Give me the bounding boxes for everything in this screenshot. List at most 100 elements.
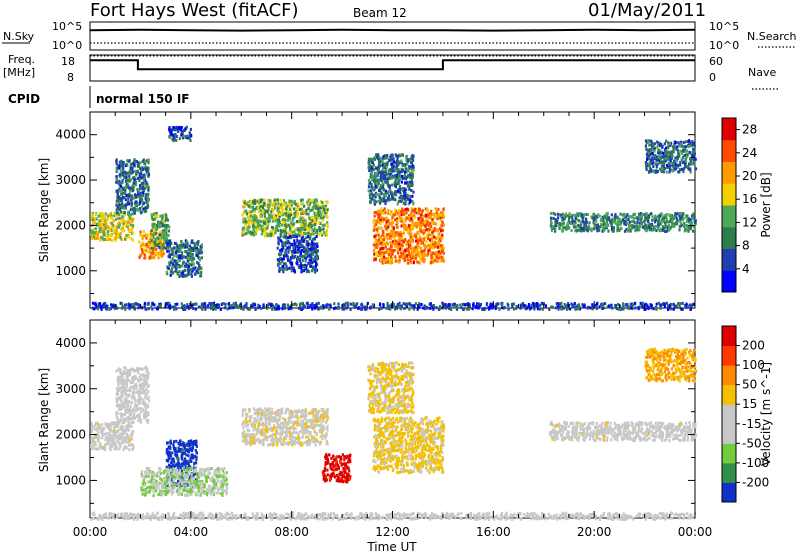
range-gate-cell xyxy=(423,248,426,252)
range-gate-cell xyxy=(309,226,312,230)
range-gate-cell xyxy=(259,200,262,204)
range-gate-cell xyxy=(296,249,300,253)
range-gate-cell xyxy=(389,307,392,311)
range-gate-cell xyxy=(169,242,172,246)
range-gate-cell xyxy=(412,306,415,310)
range-gate-cell xyxy=(262,219,265,223)
range-gate-cell xyxy=(124,188,127,192)
range-gate-cell xyxy=(671,223,674,227)
range-gate-cell xyxy=(384,224,387,228)
range-gate-cell xyxy=(326,215,329,219)
range-gate-cell xyxy=(333,302,336,306)
range-gate-cell xyxy=(650,222,654,226)
range-gate-cell xyxy=(190,263,193,267)
range-gate-cell xyxy=(407,261,410,265)
range-gate-cell xyxy=(658,141,661,145)
range-gate-cell xyxy=(371,161,374,164)
range-gate-cell xyxy=(316,232,319,236)
range-gate-cell xyxy=(374,246,377,250)
range-gate-cell xyxy=(441,220,444,224)
range-gate-cell xyxy=(305,301,308,305)
range-gate-cell xyxy=(286,231,289,235)
range-gate-cell xyxy=(656,140,659,144)
range-gate-cell xyxy=(131,166,134,170)
range-gate-cell xyxy=(249,205,252,209)
range-gate-cell xyxy=(99,211,102,215)
range-gate-cell xyxy=(97,236,100,240)
range-gate-cell xyxy=(681,218,684,222)
range-gate-cell xyxy=(131,231,134,234)
range-gate-cell xyxy=(254,199,257,202)
range-gate-cell xyxy=(297,228,300,232)
range-gate-cell xyxy=(416,221,419,225)
range-gate-cell xyxy=(167,229,171,233)
range-gate-cell xyxy=(378,253,381,257)
range-gate-cell xyxy=(381,220,385,224)
range-gate-cell xyxy=(112,304,115,308)
range-gate-cell xyxy=(170,247,173,251)
range-gate-cell xyxy=(381,169,384,173)
range-gate-cell xyxy=(117,166,120,170)
range-gate-cell xyxy=(301,269,304,273)
range-gate-cell xyxy=(554,229,557,233)
range-gate-cell xyxy=(664,222,667,226)
range-gate-cell xyxy=(382,197,385,201)
range-gate-cell xyxy=(310,198,314,202)
range-gate-cell xyxy=(268,216,271,220)
range-gate-cell xyxy=(668,166,672,170)
range-gate-cell xyxy=(397,181,400,185)
range-gate-cell xyxy=(158,223,161,227)
range-gate-cell xyxy=(507,307,510,311)
range-gate-cell xyxy=(524,304,528,308)
range-gate-cell xyxy=(276,198,279,202)
range-gate-cell xyxy=(184,245,187,249)
range-gate-cell xyxy=(118,196,121,200)
range-gate-cell xyxy=(413,222,416,226)
range-gate-cell xyxy=(652,218,655,222)
range-gate-cell xyxy=(249,202,252,206)
range-gate-cell xyxy=(382,193,386,196)
range-gate-cell xyxy=(616,229,619,233)
range-gate-cell xyxy=(387,255,390,259)
range-gate-cell xyxy=(122,204,125,208)
range-gate-cell xyxy=(311,302,314,306)
range-gate-cell xyxy=(308,261,312,265)
range-gate-cell xyxy=(667,154,670,158)
range-gate-cell xyxy=(377,238,380,242)
range-gate-cell xyxy=(384,191,387,195)
range-gate-cell xyxy=(370,189,373,193)
range-gate-cell xyxy=(312,223,315,227)
range-gate-cell xyxy=(389,172,392,176)
range-gate-cell xyxy=(118,183,121,187)
range-gate-cell xyxy=(384,250,387,254)
range-gate-cell xyxy=(160,238,164,241)
range-gate-cell xyxy=(390,242,393,246)
range-gate-cell xyxy=(104,304,108,308)
range-gate-cell xyxy=(120,196,123,200)
range-gate-cell xyxy=(398,170,402,174)
range-gate-cell xyxy=(175,254,178,258)
range-gate-cell xyxy=(384,169,387,173)
range-gate-cell xyxy=(94,231,97,235)
range-gate-cell xyxy=(420,223,423,227)
range-gate-cell xyxy=(94,213,98,217)
range-gate-cell xyxy=(93,217,96,221)
range-gate-cell xyxy=(287,223,290,227)
range-gate-cell xyxy=(412,165,415,169)
range-gate-cell xyxy=(195,260,199,264)
range-gate-cell xyxy=(309,235,312,239)
range-gate-cell xyxy=(108,307,111,311)
range-gate-cell xyxy=(586,213,589,217)
range-gate-cell xyxy=(151,217,154,221)
range-gate-cell xyxy=(388,158,391,162)
range-gate-cell xyxy=(558,224,561,228)
range-gate-cell xyxy=(191,260,194,264)
range-gate-cell xyxy=(626,213,629,217)
range-gate-cell xyxy=(594,216,597,220)
range-gate-cell xyxy=(379,258,382,262)
range-gate-cell xyxy=(428,228,431,232)
range-gate-cell xyxy=(151,225,154,229)
range-gate-cell xyxy=(113,214,116,218)
range-gate-cell xyxy=(430,209,433,213)
range-gate-cell xyxy=(343,307,346,311)
